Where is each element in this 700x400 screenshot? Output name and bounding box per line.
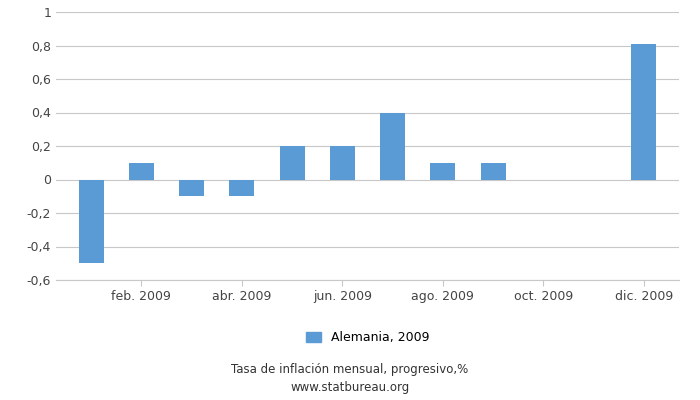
Bar — [631, 44, 657, 180]
Bar — [380, 112, 405, 180]
Bar — [179, 180, 204, 196]
Bar — [330, 146, 355, 180]
Text: Tasa de inflación mensual, progresivo,%: Tasa de inflación mensual, progresivo,% — [232, 364, 468, 376]
Bar — [230, 180, 255, 196]
Text: www.statbureau.org: www.statbureau.org — [290, 382, 410, 394]
Bar — [430, 163, 456, 180]
Bar — [78, 180, 104, 263]
Bar — [279, 146, 304, 180]
Bar — [129, 163, 154, 180]
Bar — [480, 163, 505, 180]
Legend: Alemania, 2009: Alemania, 2009 — [301, 326, 434, 350]
